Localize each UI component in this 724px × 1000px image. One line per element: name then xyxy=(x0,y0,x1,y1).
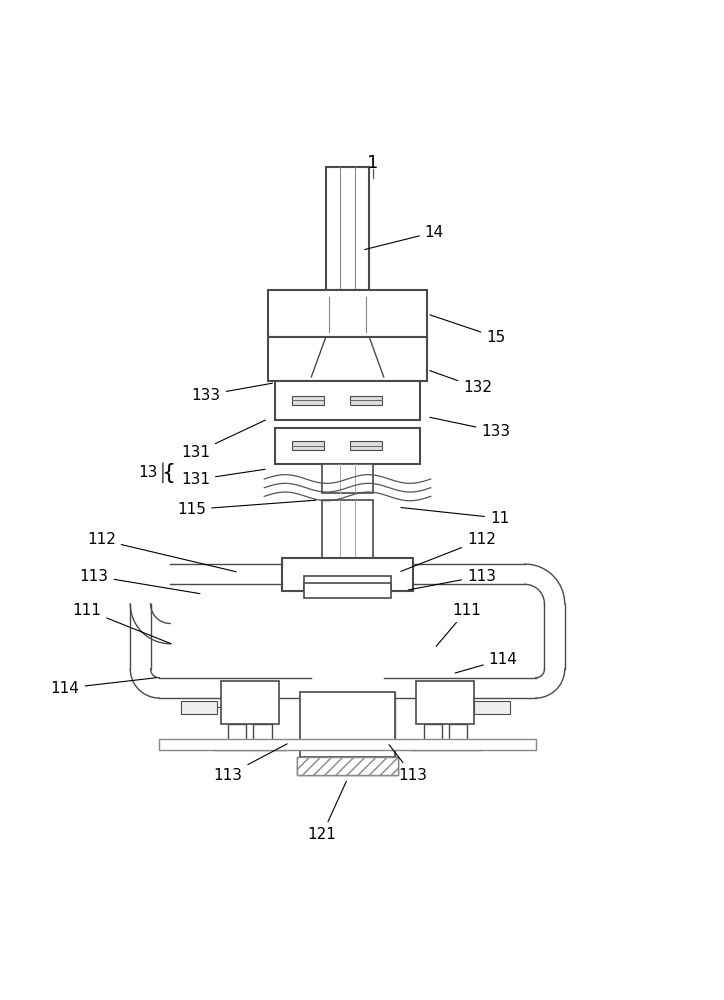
Bar xyxy=(300,692,395,757)
Text: 13: 13 xyxy=(139,465,158,480)
Text: 11: 11 xyxy=(401,508,509,526)
Text: 14: 14 xyxy=(365,225,444,250)
Text: 15: 15 xyxy=(430,315,505,345)
Bar xyxy=(297,757,398,775)
Text: 114: 114 xyxy=(455,652,518,673)
Text: 112: 112 xyxy=(87,532,236,572)
Text: {: { xyxy=(161,463,176,483)
Bar xyxy=(304,583,391,598)
Text: 115: 115 xyxy=(177,500,316,517)
Bar xyxy=(268,337,427,381)
Text: 111: 111 xyxy=(436,603,481,646)
Bar xyxy=(297,757,398,775)
Text: 131: 131 xyxy=(181,469,265,487)
Bar xyxy=(282,558,413,590)
Text: 121: 121 xyxy=(308,781,346,842)
Text: 113: 113 xyxy=(389,745,427,783)
Bar xyxy=(300,692,395,757)
Text: 132: 132 xyxy=(430,371,492,395)
Bar xyxy=(253,724,272,743)
Bar xyxy=(221,681,279,724)
Bar xyxy=(304,576,391,590)
Bar xyxy=(292,396,324,405)
Text: 113: 113 xyxy=(408,569,496,590)
Bar xyxy=(214,743,286,750)
Text: 133: 133 xyxy=(192,383,272,403)
Text: 111: 111 xyxy=(72,603,171,644)
Bar xyxy=(474,701,510,714)
Text: 114: 114 xyxy=(51,678,156,696)
Bar xyxy=(159,739,536,750)
Bar xyxy=(350,441,382,450)
Bar xyxy=(268,290,427,337)
Text: 113: 113 xyxy=(80,569,200,594)
Bar xyxy=(424,724,442,743)
Bar xyxy=(228,724,246,743)
Bar xyxy=(322,464,373,493)
Bar xyxy=(322,500,373,590)
Bar xyxy=(449,724,467,743)
Bar xyxy=(275,428,420,464)
Text: 133: 133 xyxy=(430,417,510,439)
Bar xyxy=(326,167,369,290)
Bar xyxy=(409,743,481,750)
Text: 1: 1 xyxy=(367,154,379,172)
Bar xyxy=(416,681,474,724)
Text: 131: 131 xyxy=(181,420,266,460)
Text: 113: 113 xyxy=(214,744,287,783)
Bar xyxy=(292,441,324,450)
Bar xyxy=(275,381,420,420)
Text: 112: 112 xyxy=(401,532,496,571)
Bar xyxy=(350,396,382,405)
Bar xyxy=(181,701,217,714)
